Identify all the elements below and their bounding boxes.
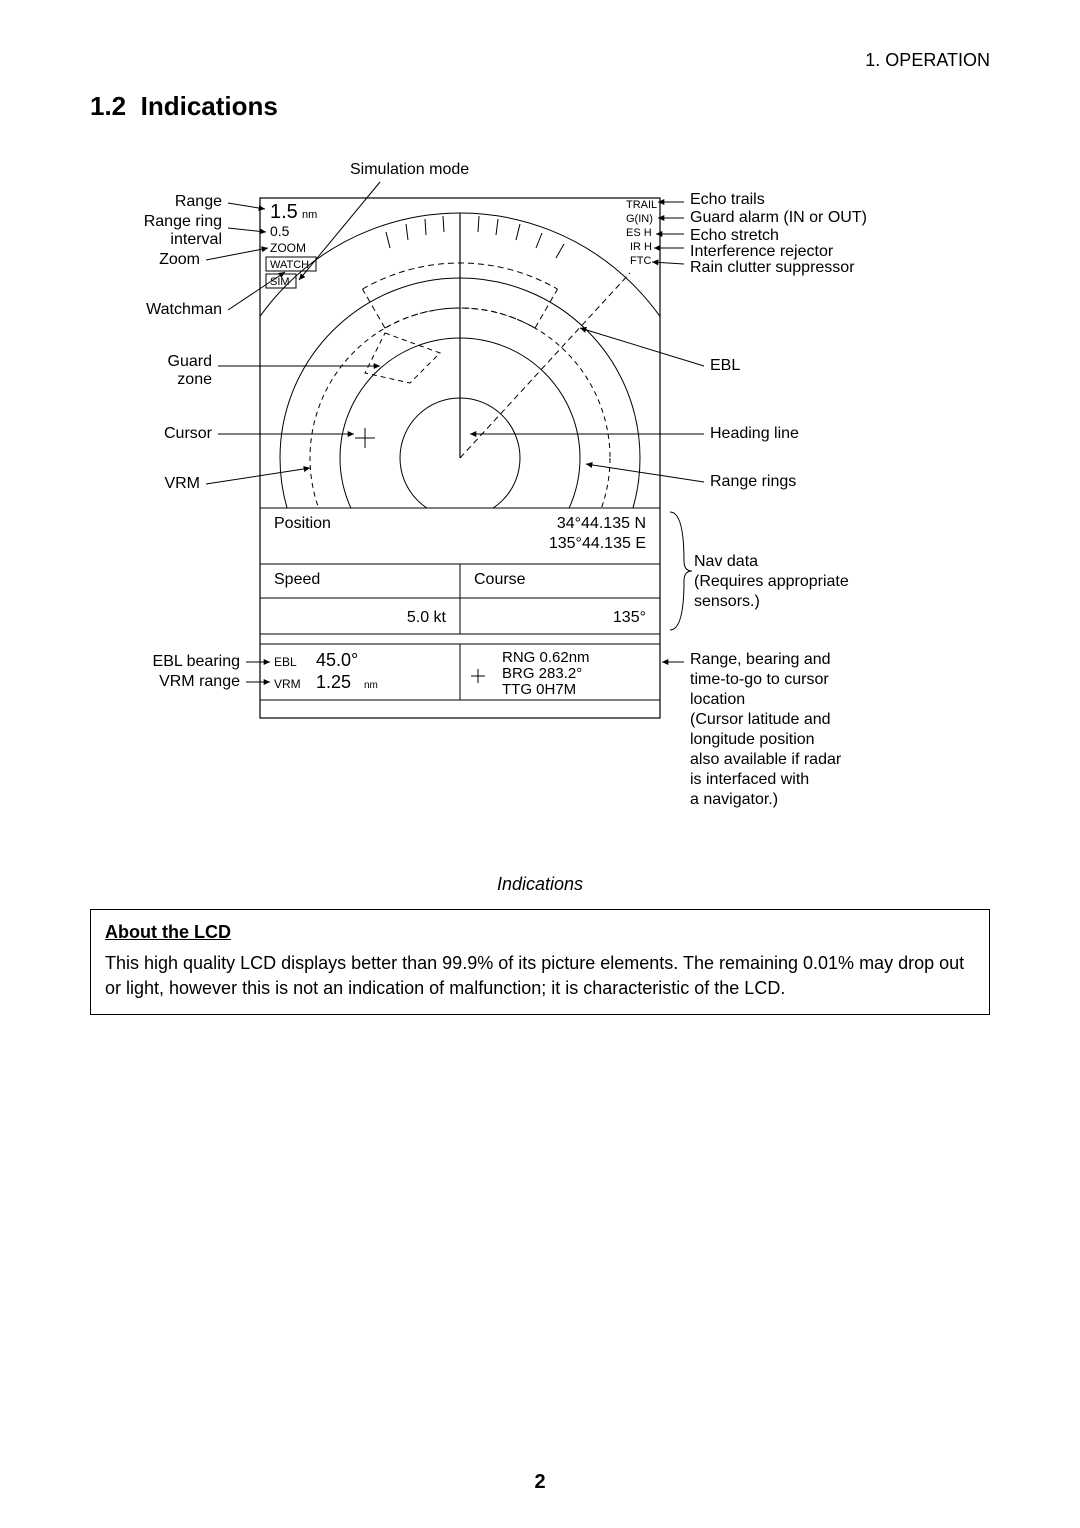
svg-text:also available if radar: also available if radar bbox=[690, 751, 842, 768]
section-number: 1.2 bbox=[90, 91, 126, 121]
svg-text:Echo trails: Echo trails bbox=[690, 191, 765, 208]
section-title: 1.2 Indications bbox=[90, 91, 990, 122]
svg-text:Nav data: Nav data bbox=[694, 553, 758, 570]
svg-text:interval: interval bbox=[170, 231, 222, 248]
svg-text:Range, bearing and: Range, bearing and bbox=[690, 651, 831, 668]
svg-text:0.5: 0.5 bbox=[270, 223, 290, 239]
svg-text:Course: Course bbox=[474, 571, 526, 588]
svg-text:sensors.): sensors.) bbox=[694, 593, 760, 610]
page-number: 2 bbox=[0, 1471, 1080, 1494]
svg-text:Guard: Guard bbox=[168, 353, 212, 370]
svg-text:a navigator.): a navigator.) bbox=[690, 791, 778, 808]
svg-text:time-to-go to cursor: time-to-go to cursor bbox=[690, 671, 829, 688]
svg-text:Watchman: Watchman bbox=[146, 301, 222, 318]
svg-text:1.25: 1.25 bbox=[316, 672, 351, 692]
svg-text:zone: zone bbox=[177, 371, 212, 388]
svg-text:(Requires appropriate: (Requires appropriate bbox=[694, 573, 849, 590]
svg-text:Speed: Speed bbox=[274, 571, 320, 588]
svg-text:TTG 0H7M: TTG 0H7M bbox=[502, 681, 576, 698]
svg-text:location: location bbox=[690, 691, 745, 708]
figure-caption: Indications bbox=[90, 874, 990, 895]
indications-diagram: 1.5 nm 0.5 ZOOM WATCH SIM TRAIL G(IN) ES H IR H FT… bbox=[90, 148, 990, 868]
svg-text:Cursor: Cursor bbox=[164, 425, 213, 442]
svg-text:VRM range: VRM range bbox=[159, 673, 240, 690]
svg-text:G(IN): G(IN) bbox=[626, 213, 653, 225]
svg-text:BRG 283.2°: BRG 283.2° bbox=[502, 665, 582, 682]
lcd-note-box: About the LCD This high quality LCD disp… bbox=[90, 909, 990, 1015]
svg-text:Interference rejector: Interference rejector bbox=[690, 243, 834, 260]
svg-text:135°44.135 E: 135°44.135 E bbox=[549, 535, 646, 552]
svg-text:45.0°: 45.0° bbox=[316, 650, 358, 670]
svg-text:RNG 0.62nm: RNG 0.62nm bbox=[502, 649, 590, 666]
svg-text:ES H: ES H bbox=[626, 227, 652, 239]
svg-text:SIM: SIM bbox=[270, 276, 290, 288]
svg-text:Guard alarm (IN or OUT): Guard alarm (IN or OUT) bbox=[690, 209, 867, 226]
svg-text:1.5: 1.5 bbox=[270, 201, 298, 223]
svg-text:Position: Position bbox=[274, 515, 331, 532]
svg-text:5.0 kt: 5.0 kt bbox=[407, 609, 447, 626]
svg-text:Range rings: Range rings bbox=[710, 473, 796, 490]
lcd-body: This high quality LCD displays better th… bbox=[105, 953, 964, 998]
svg-text:VRM: VRM bbox=[274, 677, 301, 691]
page-header: 1. OPERATION bbox=[90, 50, 990, 71]
svg-text:Range ring: Range ring bbox=[144, 213, 222, 230]
svg-text:nm: nm bbox=[364, 680, 378, 691]
svg-text:ZOOM: ZOOM bbox=[270, 241, 306, 255]
svg-text:Echo stretch: Echo stretch bbox=[690, 227, 779, 244]
svg-text:Zoom: Zoom bbox=[159, 251, 200, 268]
svg-text:EBL: EBL bbox=[710, 357, 740, 374]
svg-text:Simulation mode: Simulation mode bbox=[350, 161, 469, 178]
svg-text:(Cursor latitude and: (Cursor latitude and bbox=[690, 711, 831, 728]
svg-text:34°44.135 N: 34°44.135 N bbox=[557, 515, 646, 532]
svg-text:TRAIL: TRAIL bbox=[626, 199, 657, 211]
svg-text:longitude position: longitude position bbox=[690, 731, 815, 748]
svg-text:Rain clutter suppressor: Rain clutter suppressor bbox=[690, 259, 855, 276]
svg-text:IR H: IR H bbox=[630, 241, 652, 253]
svg-text:Range: Range bbox=[175, 193, 222, 210]
svg-text:EBL: EBL bbox=[274, 655, 297, 669]
lcd-title: About the LCD bbox=[105, 920, 231, 945]
svg-text:Heading line: Heading line bbox=[710, 425, 799, 442]
svg-text:FTC: FTC bbox=[630, 255, 651, 267]
section-name: Indications bbox=[141, 91, 278, 121]
svg-text:nm: nm bbox=[302, 209, 317, 221]
svg-text:WATCH: WATCH bbox=[270, 259, 309, 271]
svg-text:VRM: VRM bbox=[164, 475, 200, 492]
svg-text:EBL bearing: EBL bearing bbox=[153, 653, 240, 670]
svg-text:is interfaced with: is interfaced with bbox=[690, 771, 809, 788]
svg-text:135°: 135° bbox=[613, 609, 646, 626]
